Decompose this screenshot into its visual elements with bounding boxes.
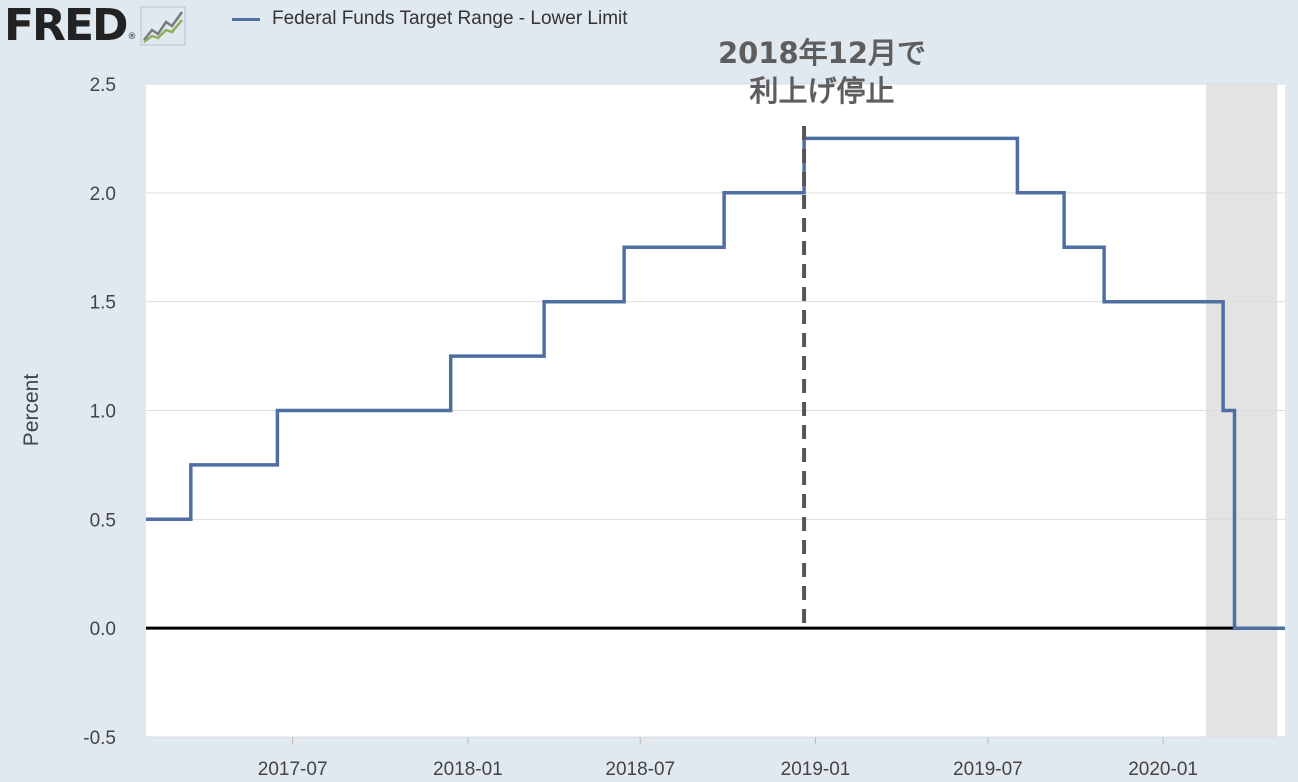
- series-line: [146, 136, 1285, 630]
- x-tick-label: 2020-01: [1128, 759, 1198, 780]
- x-tick-labels-group: 2017-07 2018-01 2018-07 2019-01 2019-07 2020-…: [258, 737, 1198, 780]
- y-tick-label: 2.0: [90, 184, 116, 205]
- x-tick-label: 2017-07: [258, 759, 328, 780]
- y-tick-label: 2.5: [90, 75, 116, 96]
- annotation-text: 利上げ停止: [749, 74, 894, 108]
- x-tick-label: 2018-01: [433, 759, 503, 780]
- registered-mark: ®: [127, 32, 137, 42]
- fred-logo[interactable]: FRED ®: [4, 2, 186, 50]
- y-axis-label: Percent: [20, 374, 43, 447]
- annotation-text: 2018年12月で: [718, 36, 926, 70]
- chart-legend[interactable]: Federal Funds Target Range - Lower Limit: [232, 8, 628, 30]
- legend-swatch: [232, 17, 260, 21]
- series-group: [146, 136, 1285, 630]
- y-tick-label: 1.5: [90, 293, 116, 314]
- y-tick-label: 1.0: [90, 402, 116, 423]
- y-tick-labels-group: 2.5 2.0 1.5 1.0 0.5 0.0 -0.5: [83, 75, 116, 749]
- legend-label: Federal Funds Target Range - Lower Limit: [272, 8, 628, 29]
- y-tick-label: -0.5: [83, 728, 116, 749]
- x-tick-label: 2019-01: [781, 759, 851, 780]
- line-chart-icon: [140, 6, 186, 46]
- y-tick-label: 0.5: [90, 510, 116, 531]
- x-tick-label: 2018-07: [605, 759, 675, 780]
- fred-logo-text: FRED: [4, 0, 129, 51]
- x-tick-label: 2019-07: [953, 759, 1023, 780]
- y-tick-label: 0.0: [90, 619, 116, 640]
